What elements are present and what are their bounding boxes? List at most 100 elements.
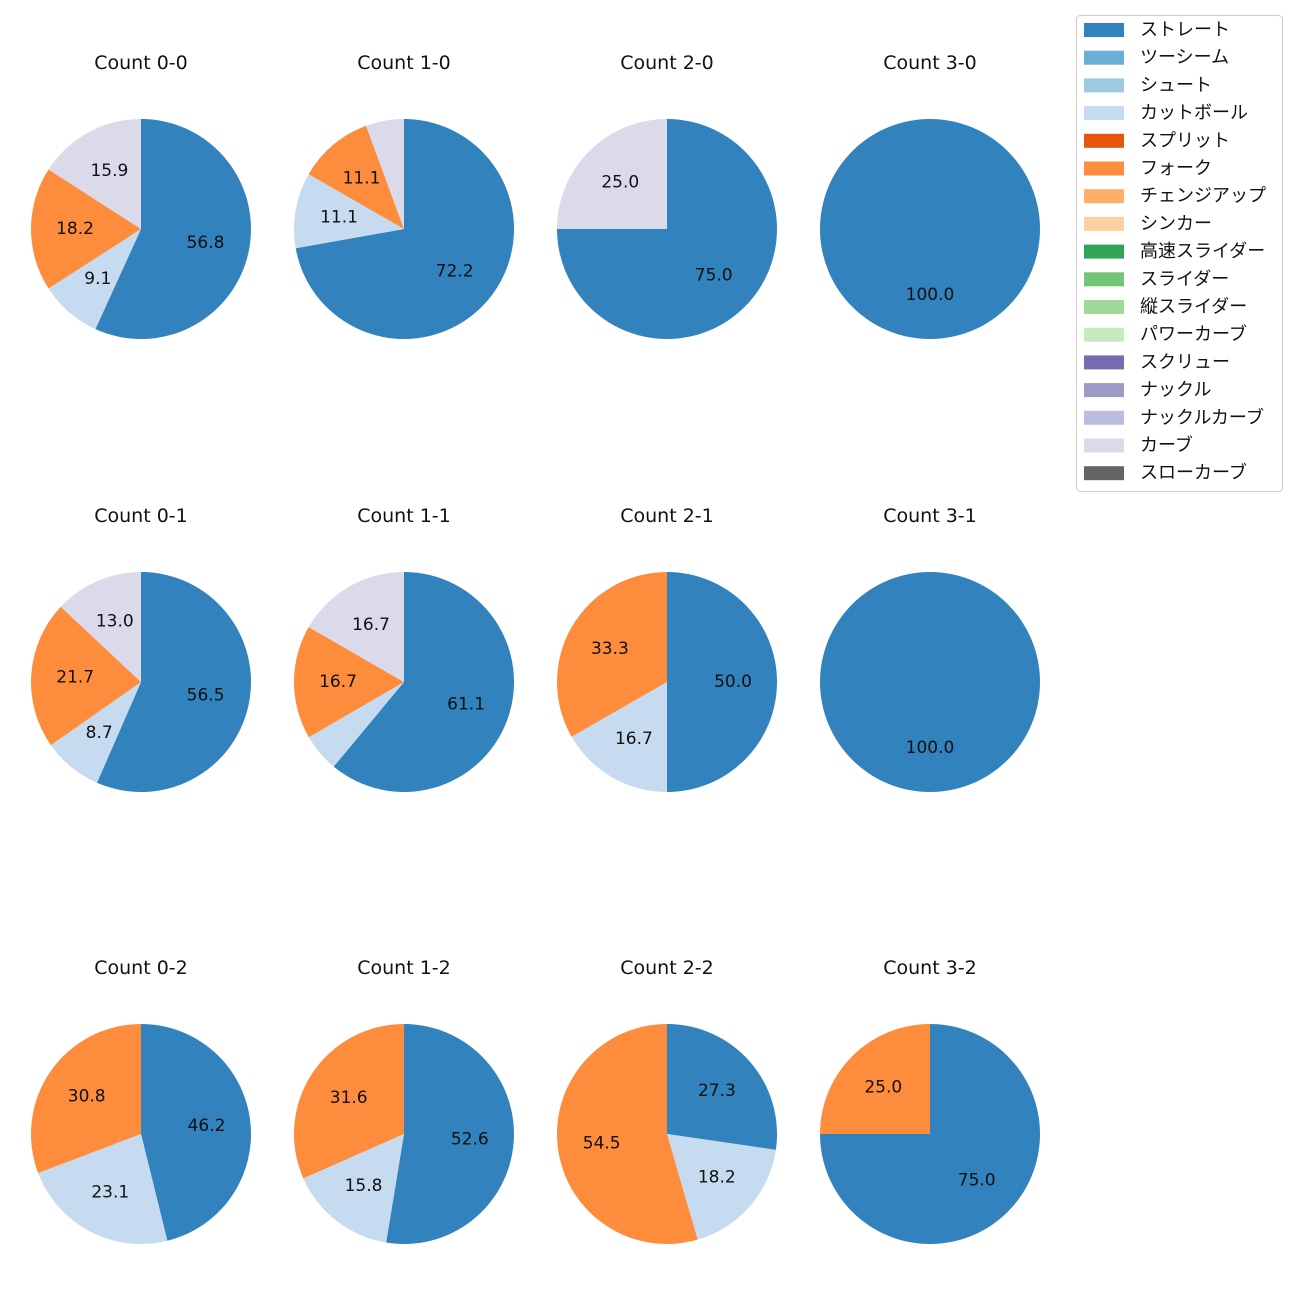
legend-label: ナックル [1140,380,1211,401]
pie-slice [820,1024,930,1134]
pie-slice [308,125,404,229]
pie-title: Count 3-2 [883,957,977,979]
pie-title: Count 2-2 [620,957,714,979]
legend-label: 高速スライダー [1140,241,1265,262]
legend-label: シンカー [1140,213,1212,234]
legend-label: スプリット [1140,130,1230,151]
pie-slice [308,572,404,682]
legend-label: スローカーブ [1140,462,1247,484]
legend-swatch [1084,106,1124,121]
pie-title: Count 2-0 [620,52,714,74]
slice-label: 100.0 [906,285,955,305]
slice-label: 16.7 [615,729,653,749]
legend-swatch [1084,244,1124,259]
slice-label: 9.1 [84,269,111,289]
pie-3: Count 2-0 75.0 25.0 [557,52,777,339]
legend: ストレートツーシームシュートカットボールスプリットフォークチェンジアップシンカー… [1076,15,1283,492]
legend-swatch [1084,216,1124,231]
pie-4: Count 3-0 100.0 [820,52,1040,339]
pie-slice [294,174,404,249]
pie-title: Count 2-1 [620,505,714,527]
pie-title: Count 0-1 [94,505,188,527]
legend-label: フォーク [1140,158,1212,179]
pie-title: Count 1-2 [357,957,451,979]
pie-1: Count 0-0 56.8 9.1 18.2 15.9 [31,52,252,340]
pie-title: Count 0-0 [94,52,188,74]
legend-label: シュート [1140,75,1212,96]
legend-label: ツーシーム [1140,47,1229,68]
slice-label: 16.7 [319,672,357,692]
slice-label: 11.1 [343,169,381,189]
pie-12: Count 3-2 75.0 25.0 [820,957,1040,1244]
legend-label: ストレート [1140,20,1230,41]
slice-label: 75.0 [695,266,733,286]
slice-label: 8.7 [86,723,113,743]
slice-label: 27.3 [698,1081,736,1101]
pie-slice [48,229,141,330]
legend-label: スクリュー [1140,352,1230,373]
pie-slice [333,572,515,792]
slice-label: 21.7 [56,667,94,687]
pie-6: Count 1-1 61.1 16.7 16.7 [293,505,515,792]
slice-label: 18.2 [56,219,94,239]
pie-slice [303,1134,404,1243]
pie-7: Count 2-1 50.0 16.7 33.3 [556,505,777,792]
pie-title: Count 3-1 [883,505,977,527]
pie-2: Count 1-0 72.2 11.1 11.1 [294,52,515,339]
slice-label: 46.2 [188,1116,226,1136]
pie-slice [820,119,1040,339]
legend-frame [1076,15,1283,492]
pie-slice [295,119,515,339]
slice-label: 25.0 [864,1077,902,1097]
legend-swatch [1084,78,1124,93]
legend-label: チェンジアップ [1140,186,1266,207]
legend-swatch [1084,466,1124,481]
legend-swatch [1084,133,1124,148]
pie-slice [95,119,252,340]
pie-9: Count 0-2 46.2 23.1 30.8 [31,957,251,1244]
slice-label: 100.0 [906,738,955,758]
pie-8: Count 3-1 100.0 [820,505,1040,792]
pie-slice [31,1024,141,1174]
pie-5: Count 0-1 56.5 8.7 21.7 13.0 [31,505,251,792]
legend-swatch [1084,23,1124,37]
pie-slice [556,1024,698,1244]
slice-label: 15.8 [345,1176,383,1196]
pie-slice [308,682,404,767]
pie-slice [820,572,1040,792]
pie-slice [667,572,777,792]
pie-slice [60,572,141,682]
pie-slice [556,572,667,737]
legend-swatch [1084,189,1124,204]
legend-label: カーブ [1140,434,1193,456]
pie-slice [557,119,667,229]
legend-swatch [1084,272,1124,287]
legend-label: 縦スライダー [1140,297,1247,318]
pie-slice [571,682,667,792]
pie-slice [293,1024,404,1179]
pie-title: Count 3-0 [883,52,977,74]
slice-label: 18.2 [698,1167,736,1187]
pie-slice [50,682,141,783]
slice-label: 72.2 [436,261,474,281]
pie-slice [31,169,141,289]
slice-label: 54.5 [583,1133,621,1153]
pie-slice [366,119,404,229]
slice-label: 56.8 [187,233,225,253]
pie-slice [96,572,251,792]
pie-title: Count 1-1 [357,505,451,527]
pie-title: Count 0-2 [94,957,188,979]
slice-label: 30.8 [68,1087,106,1107]
slice-label: 31.6 [330,1088,368,1108]
slice-label: 13.0 [96,611,134,631]
pie-slice [667,1134,776,1240]
pie-slice [386,1024,514,1244]
slice-label: 16.7 [352,615,390,635]
slice-label: 52.6 [451,1129,489,1149]
slice-label: 11.1 [320,208,358,228]
legend-swatch [1084,50,1124,65]
slice-label: 25.0 [601,172,639,192]
pie-slice [293,627,404,738]
